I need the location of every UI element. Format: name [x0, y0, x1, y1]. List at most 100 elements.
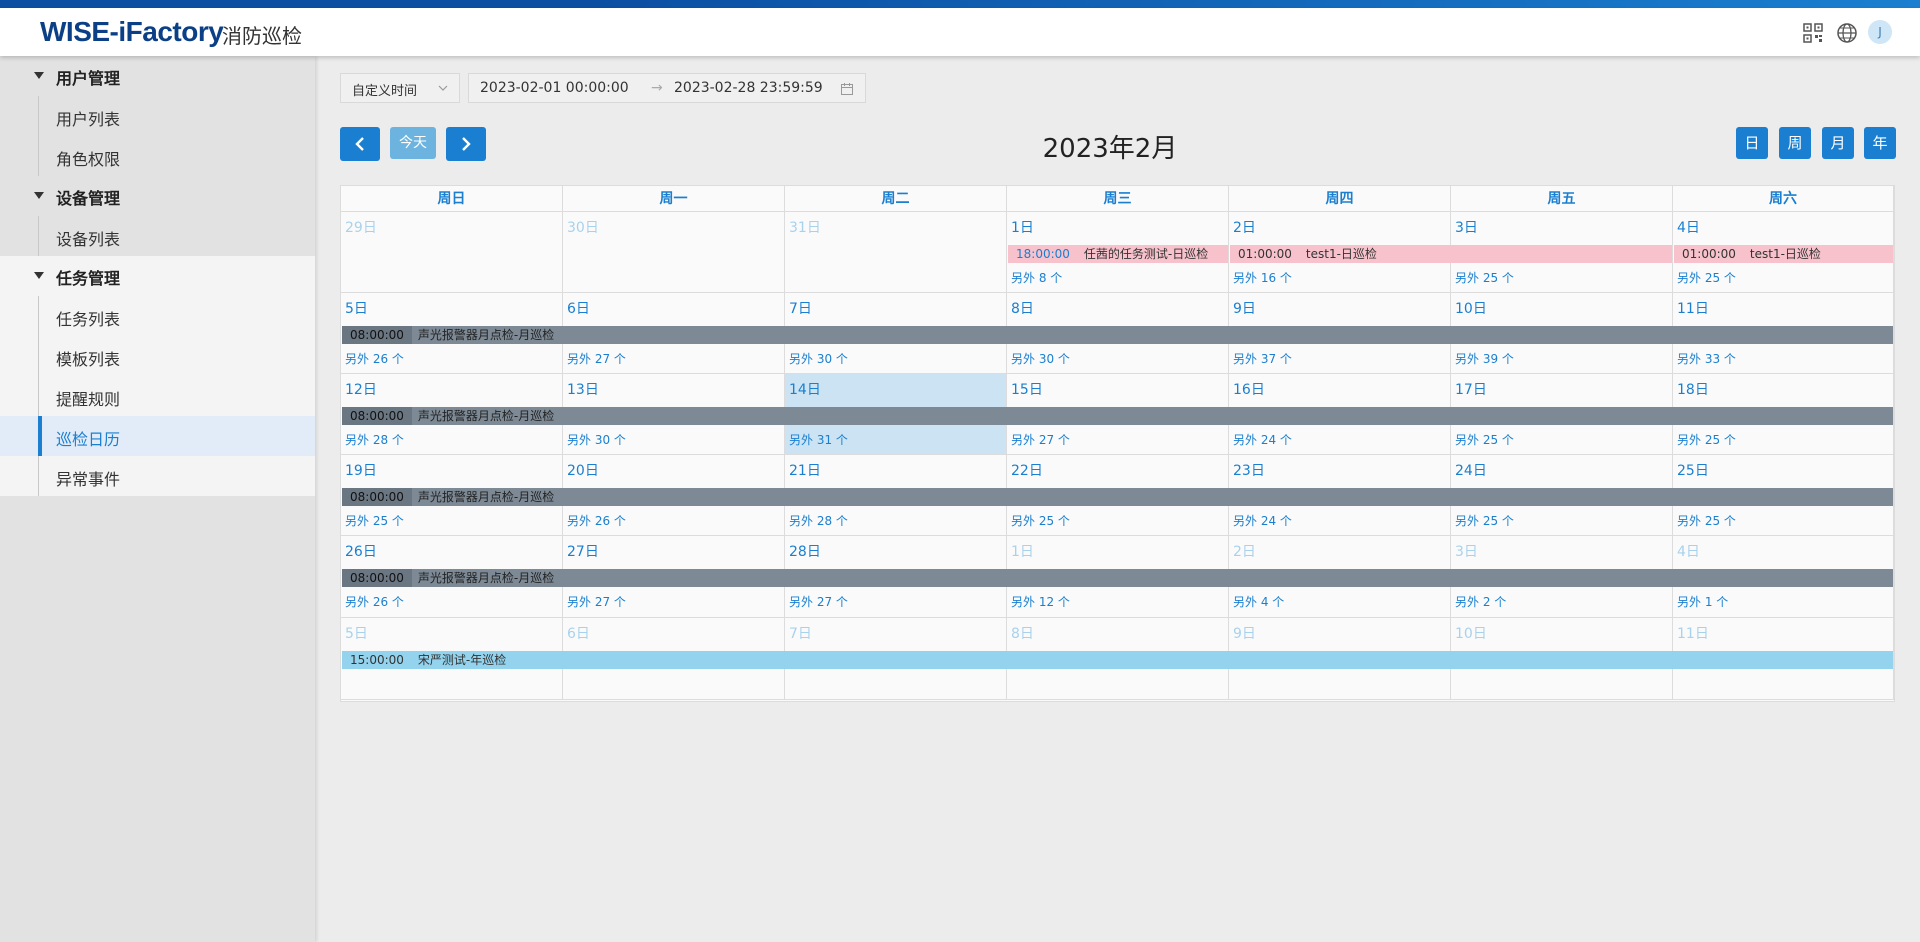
more-events-link[interactable]: 另外 25 个 [1677, 271, 1736, 285]
more-events-link[interactable]: 另外 37 个 [1233, 352, 1292, 366]
day-number[interactable]: 5日 [345, 626, 368, 642]
more-events-link[interactable]: 另外 30 个 [567, 433, 626, 447]
day-number[interactable]: 9日 [1233, 301, 1256, 317]
day-number[interactable]: 16日 [1233, 382, 1265, 398]
day-number[interactable]: 12日 [345, 382, 377, 398]
day-number[interactable]: 28日 [789, 544, 821, 560]
day-number[interactable]: 4日 [1677, 544, 1700, 560]
day-cell[interactable]: 27日 另外 27 个 [563, 536, 785, 618]
calendar-event[interactable]: 01:00:00 test1-日巡检 [1230, 245, 1672, 263]
sidebar-group-device[interactable]: 设备管理 [0, 176, 315, 216]
more-events-link[interactable]: 另外 26 个 [345, 352, 404, 366]
day-number[interactable]: 9日 [1233, 626, 1256, 642]
day-number[interactable]: 20日 [567, 463, 599, 479]
calendar-event[interactable]: 08:00:00 声光报警器月点检-月巡检 [342, 326, 1893, 344]
day-number[interactable]: 8日 [1011, 626, 1034, 642]
view-month-button[interactable]: 月 [1822, 127, 1854, 159]
day-cell[interactable]: 31日 [785, 212, 1007, 293]
prev-month-button[interactable] [340, 127, 380, 161]
more-events-link[interactable]: 另外 27 个 [567, 595, 626, 609]
calendar-event[interactable]: 18:00:00 任茜的任务测试-日巡检 [1008, 245, 1228, 263]
calendar-event[interactable]: 08:00:00 声光报警器月点检-月巡检 [342, 569, 1893, 587]
more-events-link[interactable]: 另外 25 个 [1455, 433, 1514, 447]
more-events-link[interactable]: 另外 33 个 [1677, 352, 1736, 366]
next-month-button[interactable] [446, 127, 486, 161]
more-events-link[interactable]: 另外 25 个 [1455, 271, 1514, 285]
day-number[interactable]: 10日 [1455, 301, 1487, 317]
more-events-link[interactable]: 另外 25 个 [1677, 514, 1736, 528]
day-cell[interactable]: 2日另外 16 个 [1229, 212, 1451, 293]
today-button[interactable]: 今天 [390, 127, 436, 159]
day-number[interactable]: 10日 [1455, 626, 1487, 642]
more-events-link[interactable]: 另外 28 个 [789, 514, 848, 528]
day-number[interactable]: 24日 [1455, 463, 1487, 479]
more-events-link[interactable]: 另外 30 个 [1011, 352, 1070, 366]
day-cell[interactable]: 5日另外 26 个 [341, 293, 563, 374]
day-cell[interactable]: 11日另外 33 个 [1673, 293, 1894, 374]
day-number[interactable]: 11日 [1677, 301, 1709, 317]
more-events-link[interactable]: 另外 16 个 [1233, 271, 1292, 285]
day-number[interactable]: 22日 [1011, 463, 1043, 479]
more-events-link[interactable]: 另外 28 个 [345, 433, 404, 447]
sidebar-item-task-list[interactable]: 任务列表 [0, 296, 315, 336]
more-events-link[interactable]: 另外 24 个 [1233, 433, 1292, 447]
day-number[interactable]: 29日 [345, 220, 377, 236]
more-events-link[interactable]: 另外 25 个 [1011, 514, 1070, 528]
day-number[interactable]: 8日 [1011, 301, 1034, 317]
day-cell[interactable]: 4日另外 25 个 [1673, 212, 1894, 293]
day-cell[interactable]: 25日另外 25 个 [1673, 455, 1894, 536]
day-number[interactable]: 21日 [789, 463, 821, 479]
day-cell[interactable]: 3日 另外 25 个 [1451, 212, 1673, 293]
day-number[interactable]: 11日 [1677, 626, 1709, 642]
day-number[interactable]: 17日 [1455, 382, 1487, 398]
more-events-link[interactable]: 另外 1 个 [1677, 595, 1729, 609]
more-events-link[interactable]: 另外 26 个 [567, 514, 626, 528]
calendar-event[interactable]: 01:00:00 test1-日巡检 [1674, 245, 1893, 263]
range-start-input[interactable]: 2023-02-01 00:00:00 [480, 80, 629, 96]
date-range-picker[interactable]: 2023-02-01 00:00:00 → 2023-02-28 23:59:5… [468, 73, 866, 103]
day-number[interactable]: 13日 [567, 382, 599, 398]
sidebar-item-abnormal-events[interactable]: 异常事件 [0, 456, 315, 496]
sidebar-item-user-list[interactable]: 用户列表 [0, 96, 315, 136]
day-cell[interactable]: 8日另外 30 个 [1007, 293, 1229, 374]
day-cell[interactable]: 16日另外 24 个 [1229, 374, 1451, 455]
day-cell[interactable]: 1日 另外 8 个 [1007, 212, 1229, 293]
sidebar-group-user[interactable]: 用户管理 [0, 56, 315, 96]
more-events-link[interactable]: 另外 30 个 [789, 352, 848, 366]
sidebar-item-inspection-calendar[interactable]: 巡检日历 [0, 416, 315, 456]
day-cell[interactable]: 11日 [1673, 618, 1894, 700]
day-number[interactable]: 4日 [1677, 220, 1700, 236]
more-events-link[interactable]: 另外 27 个 [567, 352, 626, 366]
view-year-button[interactable]: 年 [1864, 127, 1896, 159]
more-events-link[interactable]: 另外 4 个 [1233, 595, 1285, 609]
day-number[interactable]: 7日 [789, 301, 812, 317]
brand-logo[interactable]: WISE-iFactory [40, 16, 224, 47]
day-number[interactable]: 14日 [789, 382, 821, 398]
day-cell[interactable]: 3日 另外 2 个 [1451, 536, 1673, 618]
day-number[interactable]: 1日 [1011, 544, 1034, 560]
day-cell[interactable]: 29日 [341, 212, 563, 293]
calendar-event[interactable]: 08:00:00 声光报警器月点检-月巡检 [342, 407, 1893, 425]
sidebar-item-role-permission[interactable]: 角色权限 [0, 136, 315, 176]
more-events-link[interactable]: 另外 27 个 [789, 595, 848, 609]
sidebar-item-template-list[interactable]: 模板列表 [0, 336, 315, 376]
time-mode-select[interactable]: 自定义时间 [340, 73, 460, 103]
day-number[interactable]: 2日 [1233, 220, 1256, 236]
day-number[interactable]: 25日 [1677, 463, 1709, 479]
day-number[interactable]: 7日 [789, 626, 812, 642]
more-events-link[interactable]: 另外 25 个 [345, 514, 404, 528]
sidebar-group-task[interactable]: 任务管理 [0, 256, 315, 296]
day-cell[interactable]: 30日 [563, 212, 785, 293]
day-number[interactable]: 5日 [345, 301, 368, 317]
day-number[interactable]: 15日 [1011, 382, 1043, 398]
sidebar-item-reminder-rules[interactable]: 提醒规则 [0, 376, 315, 416]
more-events-link[interactable]: 另外 39 个 [1455, 352, 1514, 366]
globe-icon[interactable] [1836, 22, 1858, 44]
calendar-event[interactable]: 08:00:00 声光报警器月点检-月巡检 [342, 488, 1893, 506]
day-number[interactable]: 3日 [1455, 544, 1478, 560]
more-events-link[interactable]: 另外 25 个 [1677, 433, 1736, 447]
day-cell[interactable]: 18日 另外 25 个 [1673, 374, 1894, 455]
day-number[interactable]: 2日 [1233, 544, 1256, 560]
more-events-link[interactable]: 另外 26 个 [345, 595, 404, 609]
day-number[interactable]: 26日 [345, 544, 377, 560]
